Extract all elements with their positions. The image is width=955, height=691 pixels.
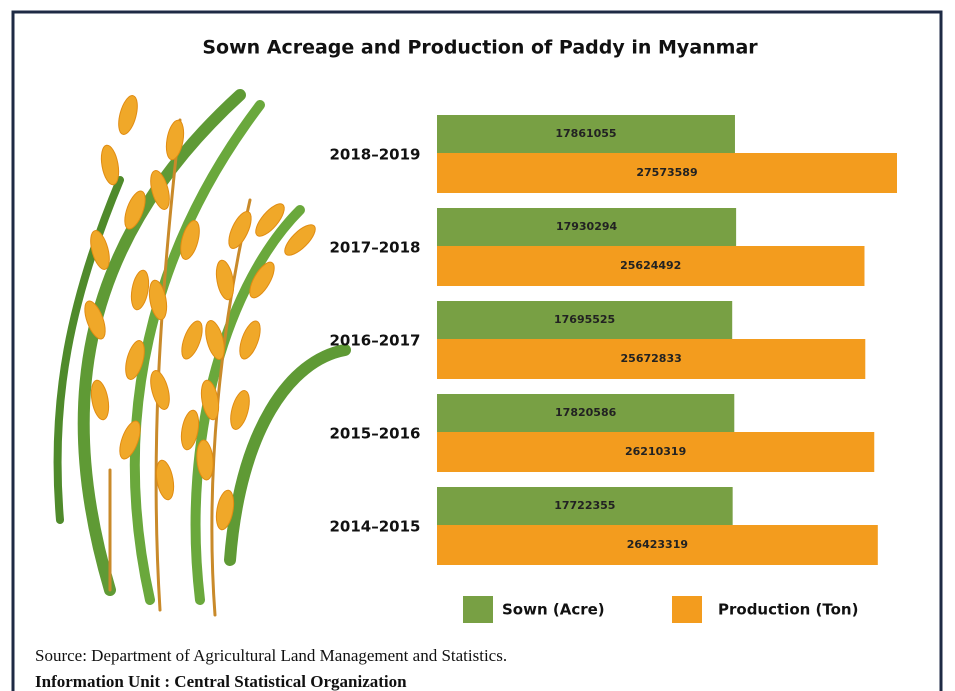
value-label: 17930294 bbox=[556, 220, 618, 233]
legend-swatch bbox=[672, 596, 702, 623]
chart: Sown Acreage and Production of Paddy in … bbox=[0, 0, 955, 691]
value-label: 25672833 bbox=[621, 352, 682, 365]
value-label: 27573589 bbox=[636, 166, 697, 179]
value-label: 17820586 bbox=[555, 406, 617, 419]
chart-title: Sown Acreage and Production of Paddy in … bbox=[202, 37, 758, 59]
value-label: 17722355 bbox=[554, 499, 615, 512]
value-label: 26423319 bbox=[627, 538, 688, 551]
value-label: 25624492 bbox=[620, 259, 681, 272]
y-tick-label: 2016–2017 bbox=[330, 332, 421, 350]
legend-label: Sown (Acre) bbox=[502, 601, 605, 619]
source-note: Source: Department of Agricultural Land … bbox=[35, 646, 507, 665]
value-label: 17861055 bbox=[555, 127, 616, 140]
page: Sown Acreage and Production of Paddy in … bbox=[0, 0, 955, 691]
y-tick-label: 2017–2018 bbox=[330, 239, 421, 257]
credit-note: Information Unit : Central Statistical O… bbox=[35, 672, 407, 691]
y-tick-label: 2018–2019 bbox=[330, 146, 421, 164]
value-label: 17695525 bbox=[554, 313, 615, 326]
legend-swatch bbox=[463, 596, 493, 623]
value-label: 26210319 bbox=[625, 445, 686, 458]
y-tick-label: 2014–2015 bbox=[330, 518, 421, 536]
legend-label: Production (Ton) bbox=[718, 601, 858, 619]
y-tick-label: 2015–2016 bbox=[330, 425, 421, 443]
